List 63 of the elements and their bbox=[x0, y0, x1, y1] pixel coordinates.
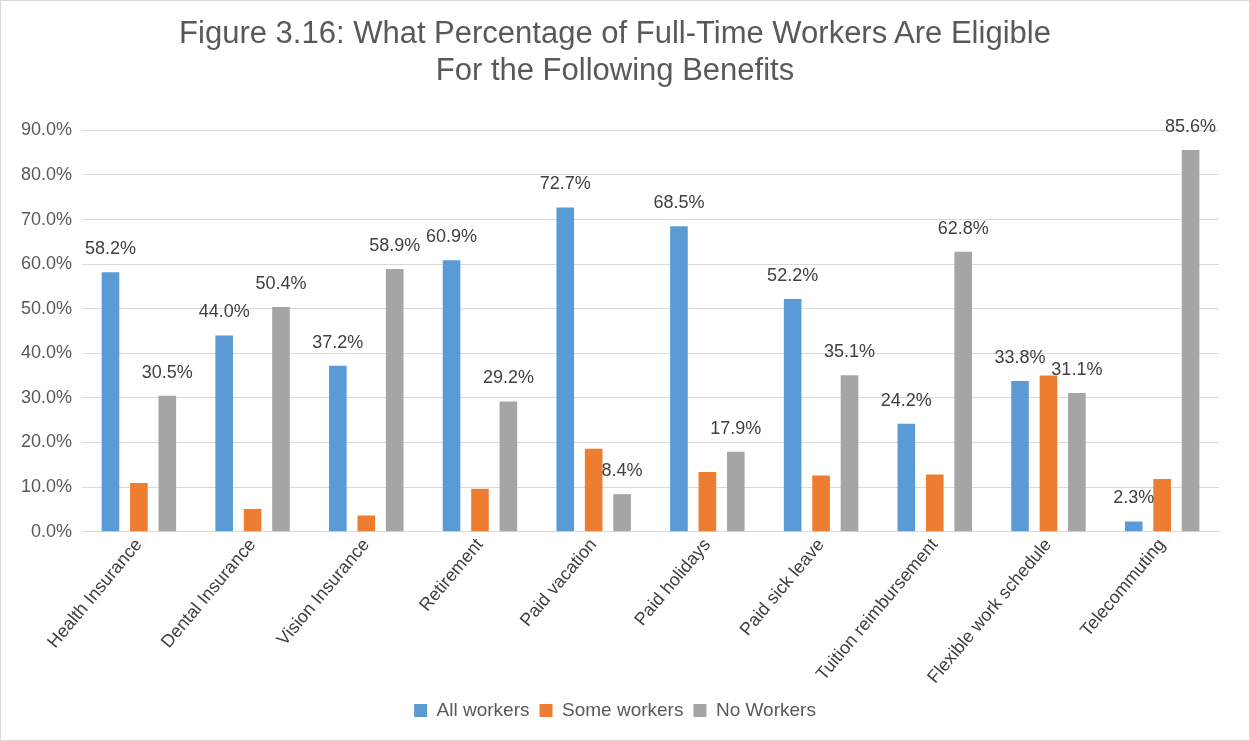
data-label: 8.4% bbox=[601, 460, 643, 481]
bar bbox=[329, 365, 347, 532]
data-label: 29.2% bbox=[482, 367, 534, 388]
bar bbox=[556, 207, 575, 532]
bar bbox=[243, 508, 262, 532]
data-label: 24.2% bbox=[880, 389, 932, 410]
y-tick-label: 50.0% bbox=[20, 297, 73, 318]
data-label: 31.1% bbox=[1051, 358, 1103, 379]
data-label: 50.4% bbox=[255, 272, 307, 293]
bar bbox=[1068, 392, 1086, 532]
bar bbox=[670, 226, 688, 532]
legend-label: No Workers bbox=[715, 698, 816, 720]
y-tick-label: 60.0% bbox=[20, 253, 73, 274]
bar bbox=[130, 483, 148, 532]
y-tick-label: 70.0% bbox=[20, 208, 73, 229]
bar bbox=[101, 272, 120, 532]
y-tick-label: 80.0% bbox=[20, 163, 73, 184]
bar bbox=[215, 335, 233, 532]
bar bbox=[158, 395, 177, 532]
bar bbox=[385, 269, 404, 532]
data-label: 68.5% bbox=[653, 192, 705, 213]
legend-label: Some workers bbox=[562, 698, 684, 720]
data-label: 35.1% bbox=[823, 341, 876, 362]
data-label: 44.0% bbox=[198, 301, 250, 322]
bar bbox=[1153, 479, 1171, 532]
bar bbox=[925, 474, 944, 532]
y-tick-label: 0.0% bbox=[31, 520, 73, 541]
bar bbox=[1011, 380, 1029, 532]
bar bbox=[812, 475, 830, 532]
y-tick-label: 90.0% bbox=[20, 119, 73, 140]
data-label: 58.2% bbox=[84, 238, 136, 259]
data-label: 58.9% bbox=[369, 235, 421, 256]
bar bbox=[471, 488, 489, 532]
bar bbox=[442, 260, 461, 532]
data-label: 37.2% bbox=[312, 331, 364, 352]
chart-title: Figure 3.16: What Percentage of Full-Time Workers Are Eligible For the Following Benefits bbox=[179, 15, 1051, 88]
data-label: 17.9% bbox=[710, 417, 762, 438]
bar bbox=[726, 451, 745, 532]
data-label: 60.9% bbox=[426, 226, 478, 247]
bar bbox=[272, 306, 290, 532]
bar bbox=[897, 423, 916, 532]
y-tick-label: 40.0% bbox=[20, 342, 73, 363]
legend-label: All workers bbox=[436, 698, 530, 720]
data-label: 72.7% bbox=[539, 173, 591, 194]
bar bbox=[783, 298, 802, 532]
bar bbox=[613, 494, 631, 532]
data-label: 30.5% bbox=[141, 361, 193, 382]
y-tick-label: 20.0% bbox=[20, 431, 73, 452]
bar bbox=[954, 251, 972, 532]
data-label: 85.6% bbox=[1165, 115, 1217, 136]
bar bbox=[499, 401, 518, 532]
bar bbox=[357, 515, 376, 532]
data-label: 52.2% bbox=[767, 264, 819, 285]
data-label: 62.8% bbox=[937, 217, 989, 238]
bar bbox=[840, 375, 859, 532]
bar bbox=[698, 471, 717, 532]
bar bbox=[1124, 521, 1143, 532]
bar bbox=[1039, 375, 1058, 532]
data-label: 33.8% bbox=[994, 346, 1046, 367]
y-tick-label: 30.0% bbox=[20, 386, 73, 407]
y-tick-label: 10.0% bbox=[20, 476, 73, 497]
bar bbox=[584, 448, 603, 532]
bar bbox=[1181, 150, 1200, 532]
